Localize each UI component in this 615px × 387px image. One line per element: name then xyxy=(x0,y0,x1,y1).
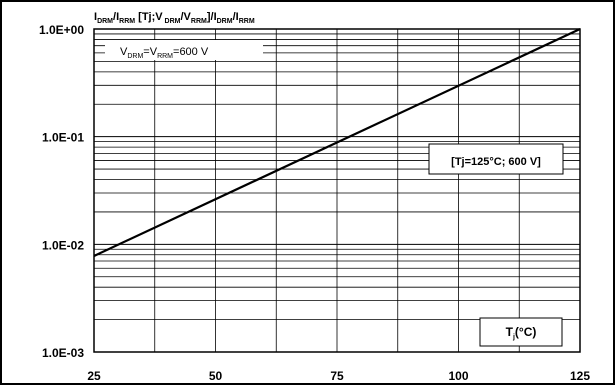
annotation-ref: [Tj=125°C; 600 V] xyxy=(451,156,541,168)
annotation-box-vdrm xyxy=(105,40,263,60)
y-tick-label: 1.0E-03 xyxy=(42,346,84,360)
chart-title: IDRM/IRRM [Tj;V DRM/VRRM]/IDRM/IRRM xyxy=(94,11,255,25)
annotation-vdrm: VDRM=VRRM=600 V xyxy=(120,46,209,60)
plot-area-border xyxy=(93,28,581,353)
y-tick-label: 1.0E-02 xyxy=(42,238,84,252)
series-line-1 xyxy=(93,28,581,257)
x-axis-label: Tj(°C) xyxy=(506,325,537,341)
y-tick-label: 1.0E-01 xyxy=(42,131,84,145)
x-tick-label: 75 xyxy=(330,369,344,383)
x-tick-label: 125 xyxy=(570,369,590,383)
annotation-box-ref xyxy=(428,143,564,175)
x-tick-label: 50 xyxy=(209,369,223,383)
xlabel-box xyxy=(479,317,563,347)
x-tick-label: 100 xyxy=(448,369,468,383)
y-tick-label: 1.0E+00 xyxy=(39,23,84,37)
x-tick-label: 25 xyxy=(87,369,101,383)
